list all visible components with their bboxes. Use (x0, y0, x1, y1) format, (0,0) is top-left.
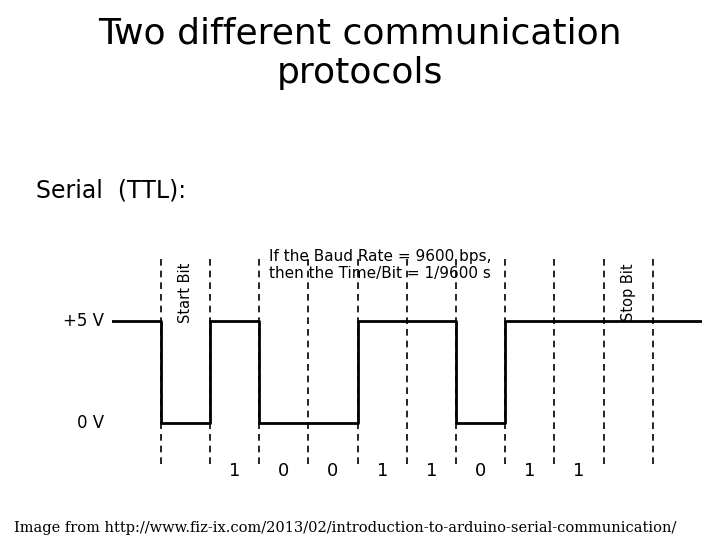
Text: If the Baud Rate = 9600 bps,
then the Time/Bit = 1/9600 s: If the Baud Rate = 9600 bps, then the Ti… (269, 249, 492, 281)
Text: 1: 1 (377, 462, 388, 481)
Text: Start Bit: Start Bit (178, 262, 193, 323)
Text: Image from http://www.fiz-ix.com/2013/02/introduction-to-arduino-serial-communic: Image from http://www.fiz-ix.com/2013/02… (14, 521, 677, 535)
Text: 1: 1 (524, 462, 536, 481)
Text: 0: 0 (328, 462, 338, 481)
Text: 0: 0 (278, 462, 289, 481)
Text: 0 V: 0 V (77, 414, 104, 433)
Text: 1: 1 (573, 462, 585, 481)
Text: 0: 0 (475, 462, 486, 481)
Text: +5 V: +5 V (63, 312, 104, 330)
Text: Serial  (TTL):: Serial (TTL): (36, 178, 186, 202)
Text: 1: 1 (229, 462, 240, 481)
Text: Stop Bit: Stop Bit (621, 264, 636, 321)
Text: Two different communication
protocols: Two different communication protocols (98, 16, 622, 90)
Text: 1: 1 (426, 462, 437, 481)
